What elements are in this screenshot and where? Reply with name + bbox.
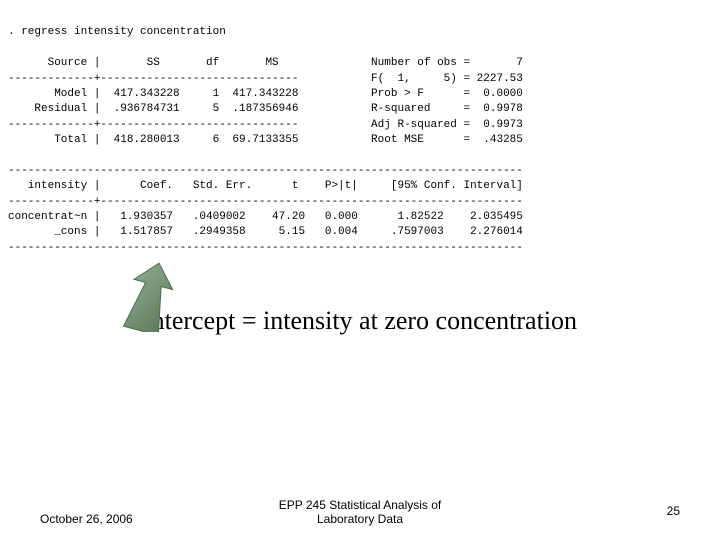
coef-row-cons: _cons | 1.517857 .2949358 5.15 0.004 .75…: [8, 226, 523, 238]
anova-residual: Residual | .936784731 5 .187356946 R-squ…: [8, 103, 523, 115]
footer-page: 25: [667, 504, 680, 518]
caption-text: Intercept = intensity at zero concentrat…: [0, 306, 720, 336]
anova-rule2: -------------+--------------------------…: [8, 119, 523, 131]
coef-row-concentration: concentrat~n | 1.930357 .0409002 47.20 0…: [8, 211, 523, 223]
coef-header: intensity | Coef. Std. Err. t P>|t| [95%…: [8, 180, 523, 192]
anova-model: Model | 417.343228 1 417.343228 Prob > F…: [8, 88, 523, 100]
arrow-icon: [120, 262, 180, 332]
stata-output: . regress intensity concentration Source…: [0, 0, 720, 256]
footer-title: EPP 245 Statistical Analysis of Laborato…: [0, 498, 720, 526]
anova-header: Source | SS df MS Number of obs = 7: [8, 57, 523, 69]
anova-rule1: -------------+--------------------------…: [8, 73, 523, 85]
anova-total: Total | 418.280013 6 69.7133355 Root MSE…: [8, 134, 523, 146]
coef-rule-top: ----------------------------------------…: [8, 165, 523, 177]
command-line: . regress intensity concentration: [8, 26, 226, 38]
coef-rule-bottom: ----------------------------------------…: [8, 242, 523, 254]
coef-rule-mid: -------------+--------------------------…: [8, 196, 523, 208]
